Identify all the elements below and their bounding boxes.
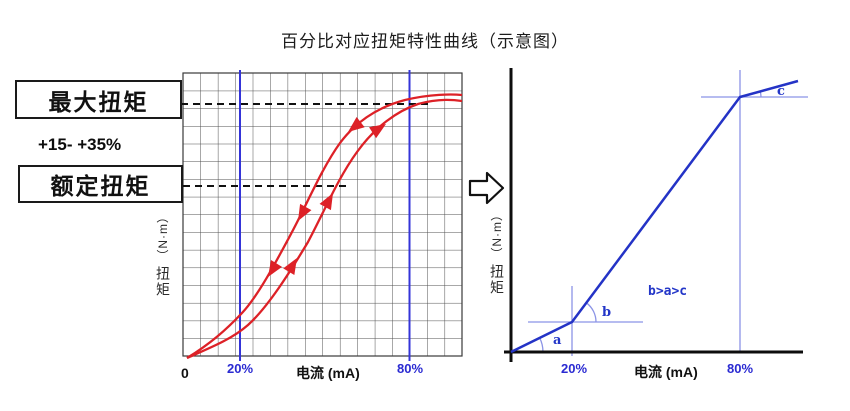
helper-lines: [528, 70, 808, 356]
left-torque-unit-label: （N·m）: [156, 210, 170, 262]
right-chart: [504, 68, 808, 362]
arrow-up-icon: [319, 193, 333, 211]
right-torque-axis-name: 扭矩: [489, 263, 505, 296]
angle-a-arc: [538, 337, 544, 353]
left-tick-80: 80%: [396, 361, 424, 376]
slope-relation-label: b>a>c: [648, 284, 688, 299]
right-y-axis-label: （N·m） 扭矩: [482, 208, 512, 296]
angle-c-label: c: [777, 84, 785, 99]
flow-direction-arrows: [268, 117, 386, 277]
hysteresis-ascending-curve: [186, 98, 463, 360]
angle-b-arc: [585, 302, 597, 323]
right-torque-unit-label: （N·m）: [490, 208, 504, 260]
arrow-up-icon: [283, 258, 297, 276]
left-origin-label: 0: [181, 365, 189, 381]
left-chart: [181, 70, 463, 361]
max-torque-label: 最大扭矩: [48, 88, 149, 115]
max-torque-box: 最大扭矩: [15, 80, 182, 119]
right-tick-80: 80%: [726, 361, 754, 376]
left-y-axis-label: （N·m） 扭矩: [148, 210, 178, 298]
transform-arrow-icon: [468, 171, 505, 205]
arrow-up-icon: [369, 124, 386, 139]
left-tick-20: 20%: [226, 361, 254, 376]
left-torque-axis-name: 扭矩: [155, 265, 171, 298]
grid-border: [182, 72, 463, 357]
left-x-axis-label: 电流 (mA): [296, 365, 360, 381]
rated-torque-label: 额定扭矩: [50, 173, 151, 199]
rated-torque-box: 额定扭矩: [18, 165, 183, 203]
arrow-down-icon: [348, 117, 365, 132]
tolerance-label: +15- +35%: [38, 135, 122, 154]
right-x-axis-label: 电流 (mA): [634, 364, 698, 380]
torque-characteristic-line: [510, 79, 799, 354]
hysteresis-descending-curve: [186, 93, 463, 359]
arrow-down-icon: [298, 203, 312, 221]
right-tick-20: 20%: [560, 361, 588, 376]
angle-b-label: b: [602, 305, 612, 320]
page-title: 百分比对应扭矩特性曲线（示意图）: [281, 32, 569, 52]
arrow-down-icon: [268, 259, 282, 277]
angle-a-label: a: [553, 333, 562, 348]
